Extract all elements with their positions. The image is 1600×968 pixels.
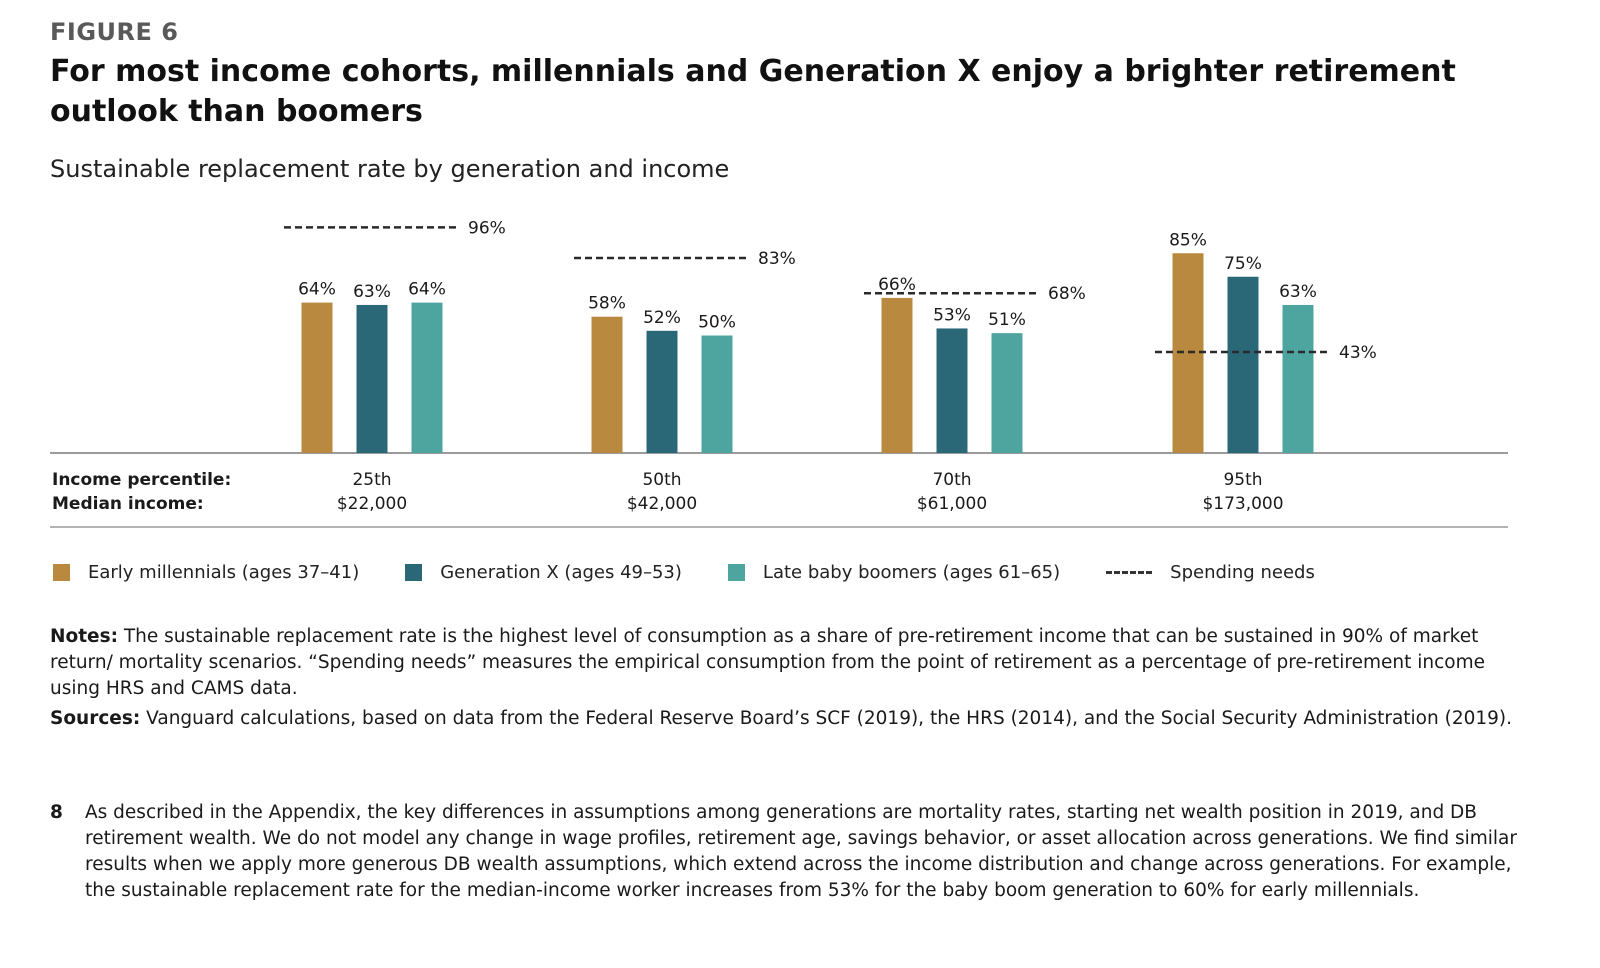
chart-legend: Early millennials (ages 37–41) Generatio… [53, 560, 1361, 584]
legend-swatch-late-boomers [727, 563, 745, 581]
chart-title: For most income cohorts, millennials and… [50, 54, 1456, 129]
legend-item-early-millennials: Early millennials (ages 37–41) [53, 562, 359, 583]
row-label-median-income: Median income: [52, 494, 204, 514]
chart-subtitle: Sustainable replacement rate by generati… [50, 155, 730, 183]
bar-25th-series-1 [356, 304, 388, 453]
category-label-70th: 70th [932, 470, 971, 490]
bar-25th-series-2 [411, 302, 443, 453]
legend-label-late-boomers: Late baby boomers (ages 61–65) [762, 561, 1061, 583]
bar-70th-series-0 [881, 297, 913, 453]
bar-label-95th-series-0: 85% [1169, 230, 1207, 250]
notes-label: Notes: [50, 626, 118, 647]
bar-50th-series-1 [646, 330, 678, 453]
legend-label-early-millennials: Early millennials (ages 37–41) [88, 561, 360, 583]
bar-95th-series-2 [1282, 304, 1314, 453]
footnote-number: 8 [50, 802, 63, 823]
legend-label-generation-x: Generation X (ages 49–53) [440, 561, 682, 583]
sources-label: Sources: [50, 708, 141, 729]
legend-swatch-spending-needs [1106, 570, 1153, 574]
bar-label-25th-series-1: 63% [353, 282, 391, 302]
bar-label-25th-series-2: 64% [408, 280, 446, 300]
footnote: 8 As described in the Appendix, the key … [50, 800, 1540, 904]
footnote-text: As described in the Appendix, the key di… [85, 802, 1517, 901]
bar-label-95th-series-1: 75% [1224, 254, 1262, 274]
sources-paragraph: Sources: Vanguard calculations, based on… [50, 706, 1540, 732]
notes-text: The sustainable replacement rate is the … [50, 626, 1486, 699]
sources-text: Vanguard calculations, based on data fro… [140, 708, 1513, 729]
spending-label-95th: 43% [1339, 343, 1377, 363]
bar-25th-series-0 [301, 302, 333, 453]
legend-item-generation-x: Generation X (ages 49–53) [405, 562, 682, 583]
median-income-95th: $173,000 [1202, 494, 1283, 514]
bar-50th-series-2 [701, 335, 733, 453]
category-label-25th: 25th [352, 470, 391, 490]
category-label-95th: 95th [1223, 470, 1262, 490]
bar-70th-series-1 [936, 328, 968, 453]
spending-label-50th: 83% [758, 249, 796, 269]
bar-70th-series-2 [991, 333, 1023, 453]
bar-chart: Income percentile: Median income: 64% 63% 64… [50, 218, 1508, 528]
legend-item-late-boomers: Late baby boomers (ages 61–65) [727, 561, 1061, 583]
bar-label-50th-series-2: 50% [698, 313, 736, 333]
median-income-70th: $61,000 [917, 494, 987, 514]
bar-50th-series-0 [591, 316, 623, 453]
bar-label-50th-series-0: 58% [588, 294, 626, 314]
median-income-25th: $22,000 [337, 494, 407, 514]
bar-label-25th-series-0: 64% [298, 280, 336, 300]
category-label-50th: 50th [642, 470, 681, 490]
bar-label-95th-series-2: 63% [1279, 282, 1317, 302]
bar-label-50th-series-1: 52% [643, 308, 681, 328]
notes-paragraph: Notes: The sustainable replacement rate … [50, 624, 1540, 702]
legend-label-spending-needs: Spending needs [1170, 561, 1315, 583]
median-income-50th: $42,000 [627, 494, 697, 514]
row-label-income-percentile: Income percentile: [52, 470, 231, 490]
bar-label-70th-series-1: 53% [933, 305, 971, 325]
legend-swatch-early-millennials [53, 563, 70, 581]
bar-95th-series-1 [1227, 276, 1259, 453]
spending-label-70th: 68% [1048, 284, 1086, 304]
legend-item-spending-needs: Spending needs [1106, 562, 1315, 583]
bar-label-70th-series-2: 51% [988, 310, 1026, 330]
chart-notes: Notes: The sustainable replacement rate … [50, 624, 1540, 736]
spending-label-25th: 96% [468, 218, 506, 238]
bar-label-70th-series-0: 66% [878, 275, 916, 295]
legend-swatch-generation-x [405, 563, 423, 581]
figure-label: FIGURE 6 [50, 18, 179, 46]
